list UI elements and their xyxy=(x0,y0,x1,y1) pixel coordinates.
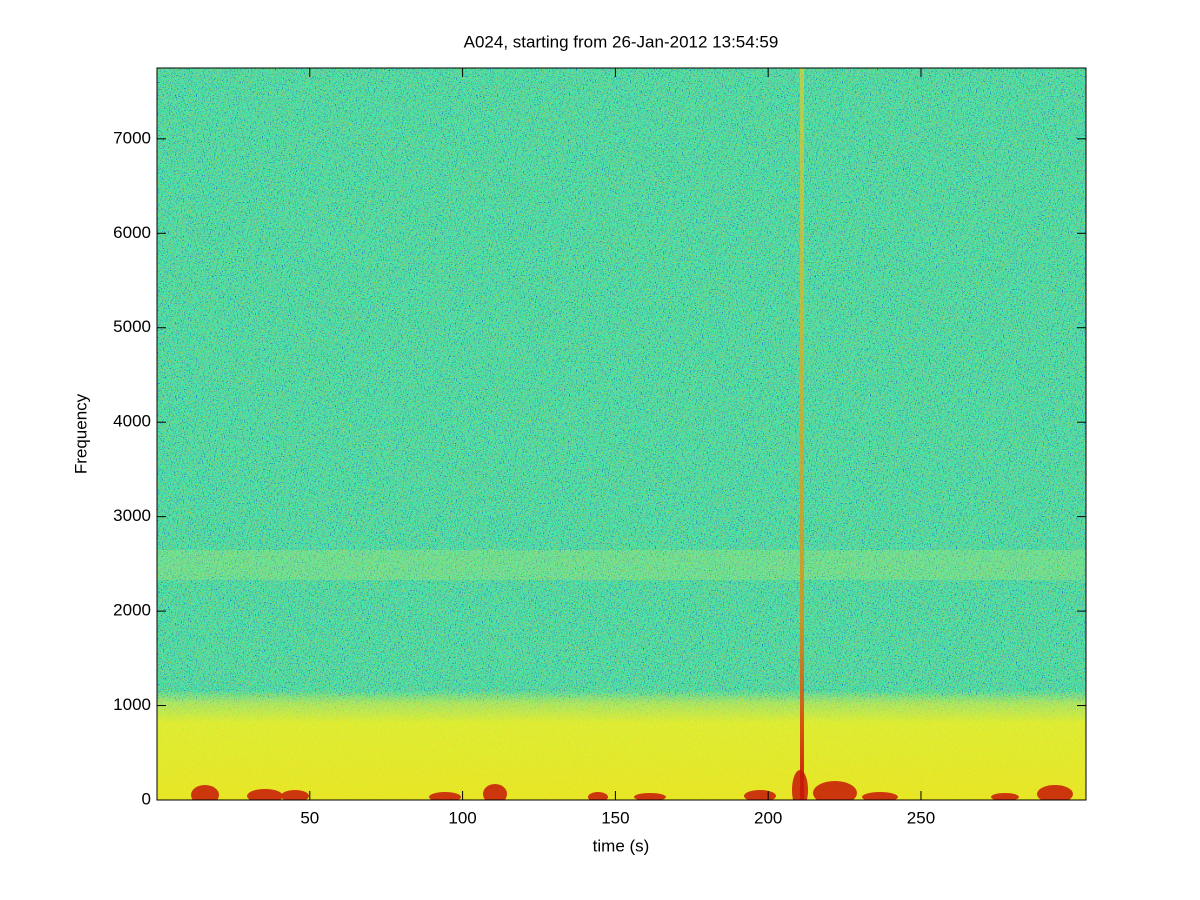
x-tick-label: 150 xyxy=(601,808,629,827)
spectrogram-spike xyxy=(800,68,804,800)
y-tick-label: 7000 xyxy=(113,128,151,147)
plot-frame xyxy=(156,67,1087,801)
y-tick-label: 2000 xyxy=(113,601,151,620)
y-tick-label: 1000 xyxy=(113,695,151,714)
y-tick-label: 5000 xyxy=(113,317,151,336)
x-tick-label: 50 xyxy=(300,808,319,827)
x-tick-label: 250 xyxy=(907,808,935,827)
spectrogram-band xyxy=(157,550,1086,580)
spectrogram-low-band xyxy=(157,690,1086,800)
spectrogram-image xyxy=(157,68,1086,800)
x-tick-label: 100 xyxy=(448,808,476,827)
y-tick-label: 3000 xyxy=(113,506,151,525)
spectrogram-bursts xyxy=(191,770,1073,800)
y-tick-label: 0 xyxy=(142,789,151,808)
y-axis-label: Frequency xyxy=(71,393,90,474)
y-tick-label: 6000 xyxy=(113,223,151,242)
x-tick-label: 200 xyxy=(754,808,782,827)
x-axis-label: time (s) xyxy=(593,836,650,855)
y-tick-label: 4000 xyxy=(113,412,151,431)
chart-title: A024, starting from 26-Jan-2012 13:54:59 xyxy=(464,32,779,51)
spectrogram-noise xyxy=(157,68,1086,800)
